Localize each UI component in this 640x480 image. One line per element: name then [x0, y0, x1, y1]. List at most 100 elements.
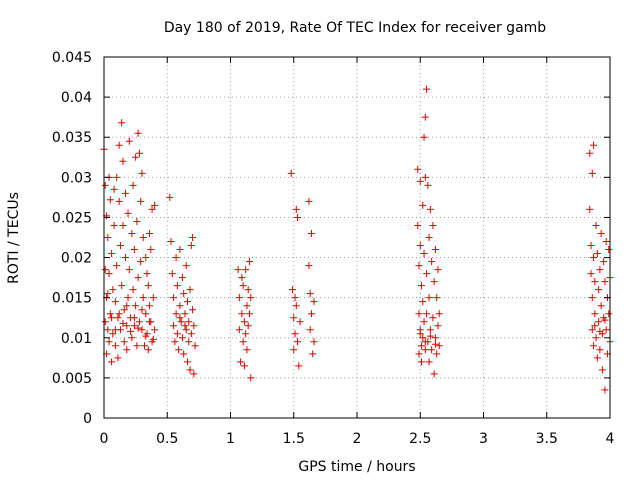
- data-point: [173, 330, 181, 338]
- data-point: [294, 213, 302, 221]
- data-point: [287, 169, 295, 177]
- data-point: [104, 326, 112, 334]
- data-point: [143, 270, 151, 278]
- x-tick-label: 3.5: [536, 431, 558, 447]
- data-point: [597, 229, 605, 237]
- data-point: [243, 302, 251, 310]
- data-point: [128, 334, 136, 342]
- data-point: [116, 242, 124, 250]
- data-point: [134, 324, 142, 332]
- data-point: [587, 270, 595, 278]
- data-point: [149, 294, 157, 302]
- data-point: [124, 209, 132, 217]
- data-point: [130, 314, 138, 322]
- data-point: [294, 338, 302, 346]
- data-point: [144, 282, 152, 290]
- data-point: [144, 346, 152, 354]
- data-point: [139, 234, 147, 241]
- data-point: [595, 286, 603, 294]
- data-point: [420, 133, 428, 141]
- data-point: [423, 85, 431, 93]
- x-tick-label: 1: [226, 431, 235, 447]
- data-point: [601, 386, 609, 394]
- axis-ticks: [103, 56, 611, 419]
- data-point: [185, 338, 193, 346]
- data-point: [435, 342, 443, 350]
- data-point: [182, 326, 190, 334]
- data-point: [296, 318, 304, 326]
- data-point: [239, 282, 247, 290]
- data-point: [426, 205, 434, 213]
- data-point: [239, 338, 247, 346]
- data-point: [113, 173, 121, 181]
- data-point: [170, 294, 178, 302]
- data-point: [416, 330, 424, 338]
- data-point: [244, 286, 252, 294]
- data-point: [151, 326, 159, 334]
- data-point: [176, 246, 184, 254]
- data-point: [306, 290, 314, 298]
- data-point: [426, 332, 434, 340]
- data-point: [129, 286, 137, 294]
- data-point: [130, 322, 138, 330]
- data-point: [426, 326, 434, 334]
- data-point: [128, 229, 136, 237]
- data-point: [416, 177, 424, 185]
- data-point: [590, 141, 598, 149]
- data-point: [593, 354, 601, 362]
- data-point: [122, 254, 130, 262]
- chart-title: Day 180 of 2019, Rate Of TEC Index for r…: [164, 20, 546, 36]
- y-tick-label: 0: [83, 411, 92, 427]
- data-point: [600, 258, 608, 266]
- data-point: [420, 250, 428, 258]
- data-point: [310, 338, 318, 346]
- data-point: [129, 181, 137, 189]
- data-point: [142, 254, 150, 262]
- y-tick-labels: 0 0.005 0.01 0.015 0.02 0.025 0.03 0.035 0.04 0.0…: [52, 50, 92, 427]
- data-point: [235, 294, 243, 302]
- data-point: [166, 193, 174, 201]
- data-point: [172, 254, 180, 262]
- data-point: [105, 338, 113, 346]
- data-point: [242, 266, 250, 274]
- data-point: [420, 318, 428, 326]
- data-point: [183, 298, 191, 306]
- data-point: [243, 346, 251, 354]
- data-point: [428, 258, 436, 266]
- y-tick-label: 0.045: [52, 50, 92, 66]
- data-point: [146, 302, 154, 310]
- y-tick-label: 0.02: [61, 251, 92, 267]
- data-point: [171, 338, 179, 346]
- data-point: [132, 302, 140, 310]
- data-point: [237, 358, 245, 366]
- y-tick-label: 0.015: [52, 291, 92, 307]
- data-point: [590, 254, 598, 262]
- data-point: [418, 342, 426, 350]
- data-point: [596, 327, 604, 335]
- x-axis-label: GPS time / hours: [298, 459, 415, 475]
- data-point: [591, 310, 599, 318]
- data-point: [598, 366, 606, 374]
- data-point: [587, 242, 595, 250]
- data-point: [168, 270, 176, 278]
- data-point: [173, 282, 181, 290]
- data-point: [597, 302, 605, 310]
- x-tick-label: 1.5: [283, 431, 305, 447]
- data-point: [120, 306, 128, 314]
- data-point: [242, 330, 250, 338]
- data-point: [177, 318, 185, 326]
- data-point: [135, 318, 143, 326]
- data-point: [111, 326, 119, 334]
- data-point: [146, 229, 154, 237]
- data-point: [424, 181, 432, 189]
- data-point: [423, 270, 431, 278]
- data-point: [182, 262, 190, 270]
- data-point: [123, 322, 131, 330]
- data-point: [122, 189, 130, 197]
- data-point: [292, 302, 300, 310]
- data-point: [186, 286, 194, 294]
- data-point: [101, 266, 109, 274]
- data-point: [235, 326, 243, 334]
- data-point: [605, 310, 613, 318]
- data-point: [290, 346, 298, 354]
